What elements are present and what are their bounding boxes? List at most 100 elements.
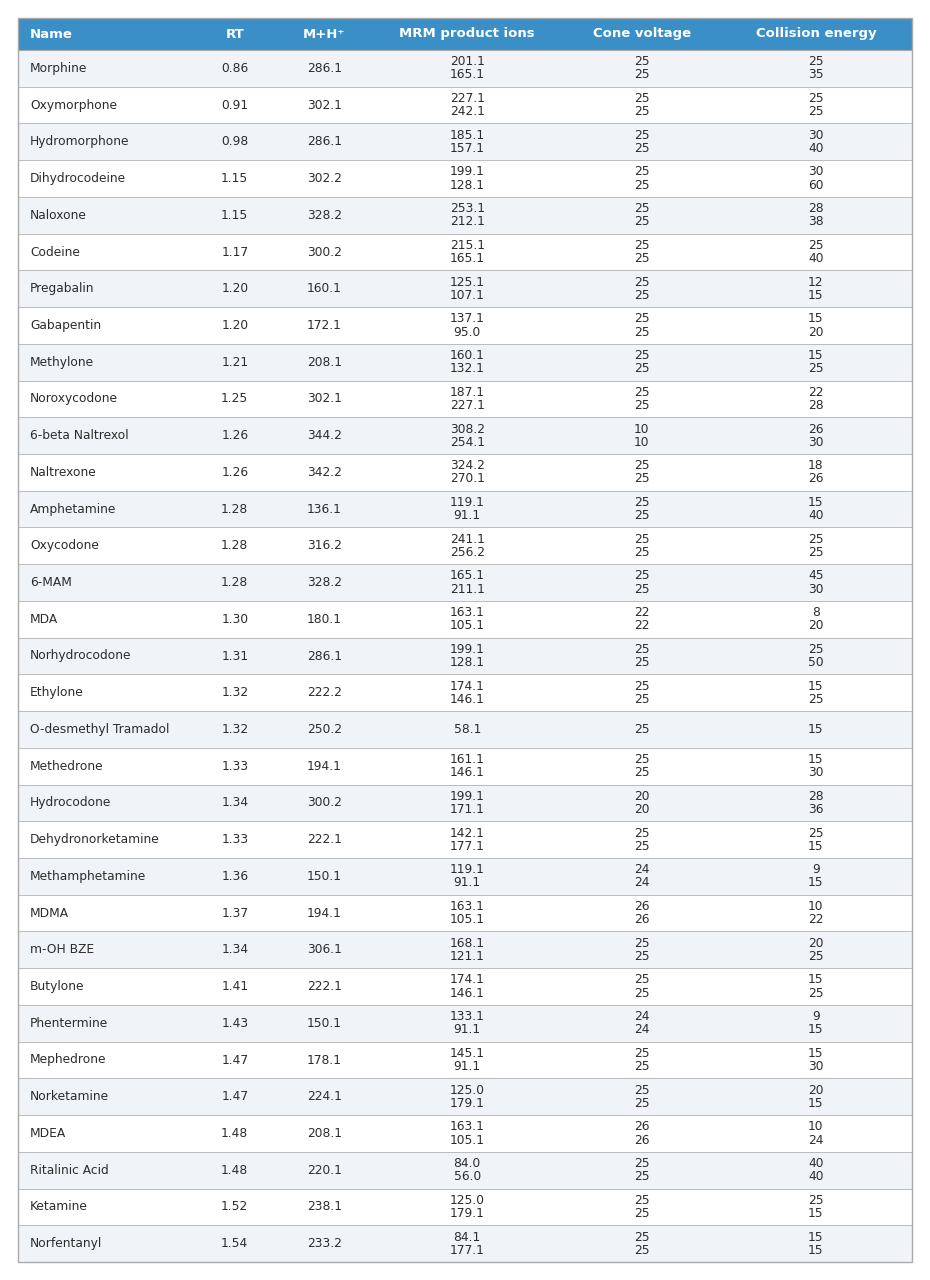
Text: 25: 25 — [633, 827, 649, 840]
Text: Cone voltage: Cone voltage — [592, 27, 691, 41]
Text: 163.1: 163.1 — [450, 1120, 485, 1133]
Text: 25: 25 — [633, 252, 649, 265]
Text: 199.1: 199.1 — [450, 790, 485, 803]
Bar — [18, 527, 912, 564]
Text: 270.1: 270.1 — [450, 472, 485, 485]
Text: 25: 25 — [808, 1194, 824, 1207]
Text: 26: 26 — [808, 422, 824, 435]
Text: 25: 25 — [633, 1207, 649, 1220]
Text: 15: 15 — [808, 680, 824, 692]
Text: 233.2: 233.2 — [307, 1238, 341, 1251]
Text: Amphetamine: Amphetamine — [30, 503, 116, 516]
Text: 10: 10 — [808, 900, 824, 913]
Bar — [18, 675, 912, 712]
Text: 38: 38 — [808, 215, 824, 228]
Text: 95.0: 95.0 — [454, 325, 481, 339]
Text: 300.2: 300.2 — [307, 246, 341, 259]
Bar — [18, 1078, 912, 1115]
Text: 1.33: 1.33 — [221, 760, 248, 773]
Text: 25: 25 — [633, 92, 649, 105]
Text: M+H⁺: M+H⁺ — [303, 27, 345, 41]
Text: 15: 15 — [808, 1230, 824, 1244]
Text: 25: 25 — [633, 680, 649, 692]
Text: 9: 9 — [812, 863, 819, 877]
Text: 146.1: 146.1 — [450, 692, 485, 705]
Text: 25: 25 — [633, 509, 649, 522]
Text: 15: 15 — [808, 840, 824, 852]
Text: 1.47: 1.47 — [221, 1091, 248, 1103]
Bar — [18, 1225, 912, 1262]
Bar — [18, 1005, 912, 1042]
Text: 220.1: 220.1 — [307, 1164, 341, 1176]
Text: 242.1: 242.1 — [450, 105, 485, 118]
Text: 0.91: 0.91 — [221, 99, 248, 111]
Text: 25: 25 — [633, 1244, 649, 1257]
Text: 10: 10 — [808, 1120, 824, 1133]
Text: 165.1: 165.1 — [450, 570, 485, 582]
Text: 50: 50 — [808, 657, 824, 669]
Text: 199.1: 199.1 — [450, 165, 485, 178]
Text: 25: 25 — [808, 532, 824, 545]
Text: 212.1: 212.1 — [450, 215, 485, 228]
Text: Collision energy: Collision energy — [755, 27, 876, 41]
Text: 241.1: 241.1 — [450, 532, 485, 545]
Text: 194.1: 194.1 — [307, 760, 341, 773]
Text: 1.54: 1.54 — [221, 1238, 248, 1251]
Text: 125.1: 125.1 — [450, 275, 485, 288]
Text: 60: 60 — [808, 179, 824, 192]
Bar — [18, 1042, 912, 1078]
Text: 1.15: 1.15 — [221, 172, 248, 186]
Text: 26: 26 — [808, 472, 824, 485]
Text: 25: 25 — [633, 55, 649, 68]
Text: Methedrone: Methedrone — [30, 760, 103, 773]
Text: 324.2: 324.2 — [450, 460, 485, 472]
Text: 84.1: 84.1 — [454, 1230, 481, 1244]
Text: 15: 15 — [808, 1244, 824, 1257]
Text: 105.1: 105.1 — [450, 1134, 485, 1147]
Text: 174.1: 174.1 — [450, 973, 485, 987]
Text: 316.2: 316.2 — [307, 539, 341, 552]
Text: 128.1: 128.1 — [450, 657, 485, 669]
Text: 25: 25 — [633, 657, 649, 669]
Text: Hydromorphone: Hydromorphone — [30, 136, 129, 148]
Text: 286.1: 286.1 — [307, 649, 341, 663]
Text: 18: 18 — [808, 460, 824, 472]
Text: 179.1: 179.1 — [450, 1207, 485, 1220]
Text: 45: 45 — [808, 570, 824, 582]
Text: 165.1: 165.1 — [450, 252, 485, 265]
Text: 308.2: 308.2 — [450, 422, 485, 435]
Text: MRM product ions: MRM product ions — [399, 27, 535, 41]
Text: 15: 15 — [808, 973, 824, 987]
Text: 26: 26 — [634, 913, 649, 927]
Text: 1.20: 1.20 — [221, 282, 248, 296]
Text: 121.1: 121.1 — [450, 950, 485, 963]
Text: 24: 24 — [634, 1024, 649, 1037]
Text: 25: 25 — [808, 362, 824, 375]
Text: 342.2: 342.2 — [307, 466, 341, 479]
Text: 25: 25 — [633, 1047, 649, 1060]
Text: 25: 25 — [633, 105, 649, 118]
Text: Ethylone: Ethylone — [30, 686, 84, 699]
Text: 20: 20 — [634, 790, 649, 803]
Text: Methylone: Methylone — [30, 356, 94, 369]
Text: 22: 22 — [634, 620, 649, 632]
Text: 1.32: 1.32 — [221, 686, 248, 699]
Text: 28: 28 — [808, 202, 824, 215]
Bar — [18, 712, 912, 748]
Text: 25: 25 — [633, 472, 649, 485]
Text: 1.43: 1.43 — [221, 1016, 248, 1030]
Bar — [18, 932, 912, 968]
Text: m-OH BZE: m-OH BZE — [30, 943, 94, 956]
Text: 20: 20 — [634, 803, 649, 817]
Text: 286.1: 286.1 — [307, 61, 341, 74]
Text: 15: 15 — [808, 753, 824, 765]
Text: 25: 25 — [633, 1157, 649, 1170]
Text: 91.1: 91.1 — [454, 1060, 481, 1073]
Text: 25: 25 — [808, 547, 824, 559]
Text: 9: 9 — [812, 1010, 819, 1023]
Text: 253.1: 253.1 — [450, 202, 485, 215]
Bar — [18, 785, 912, 822]
Text: 344.2: 344.2 — [307, 429, 341, 442]
Bar — [18, 87, 912, 123]
Text: 160.1: 160.1 — [307, 282, 341, 296]
